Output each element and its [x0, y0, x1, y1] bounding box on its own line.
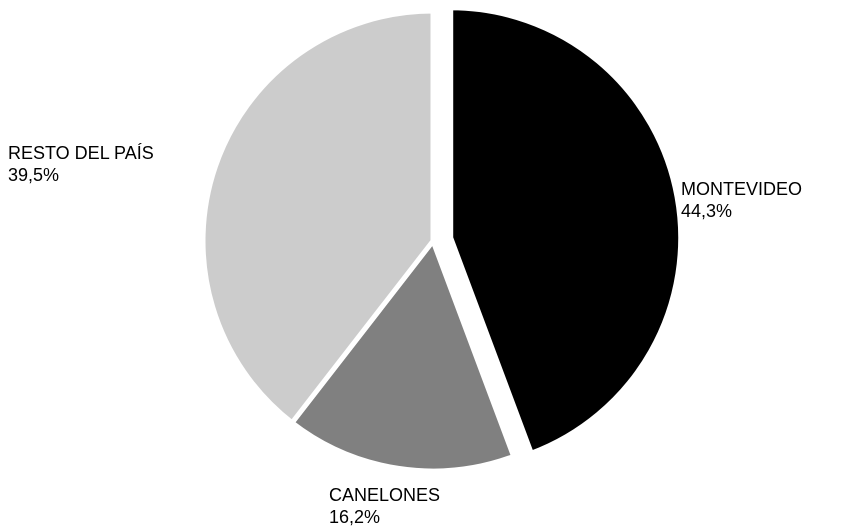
pie-slices: [200, 5, 684, 474]
slice-name-canelones: CANELONES: [329, 485, 441, 505]
slice-label-montevideo: MONTEVIDEO 44,3%: [681, 178, 802, 222]
slice-percent-resto-del-pais: 39,5%: [8, 165, 60, 185]
slice-label-canelones: CANELONES 16,2%: [329, 484, 440, 528]
pie-slice-resto-del-país: [200, 8, 436, 427]
slice-label-resto-del-pais: RESTO DEL PAÍS 39,5%: [8, 142, 154, 186]
slice-name-montevideo: MONTEVIDEO: [681, 179, 803, 199]
slice-percent-canelones: 16,2%: [329, 507, 381, 527]
pie-slice-montevideo: [448, 5, 684, 457]
pie-slice-canelones: [288, 235, 517, 474]
slice-name-resto-del-pais: RESTO DEL PAÍS: [8, 143, 154, 163]
slice-percent-montevideo: 44,3%: [681, 201, 733, 221]
